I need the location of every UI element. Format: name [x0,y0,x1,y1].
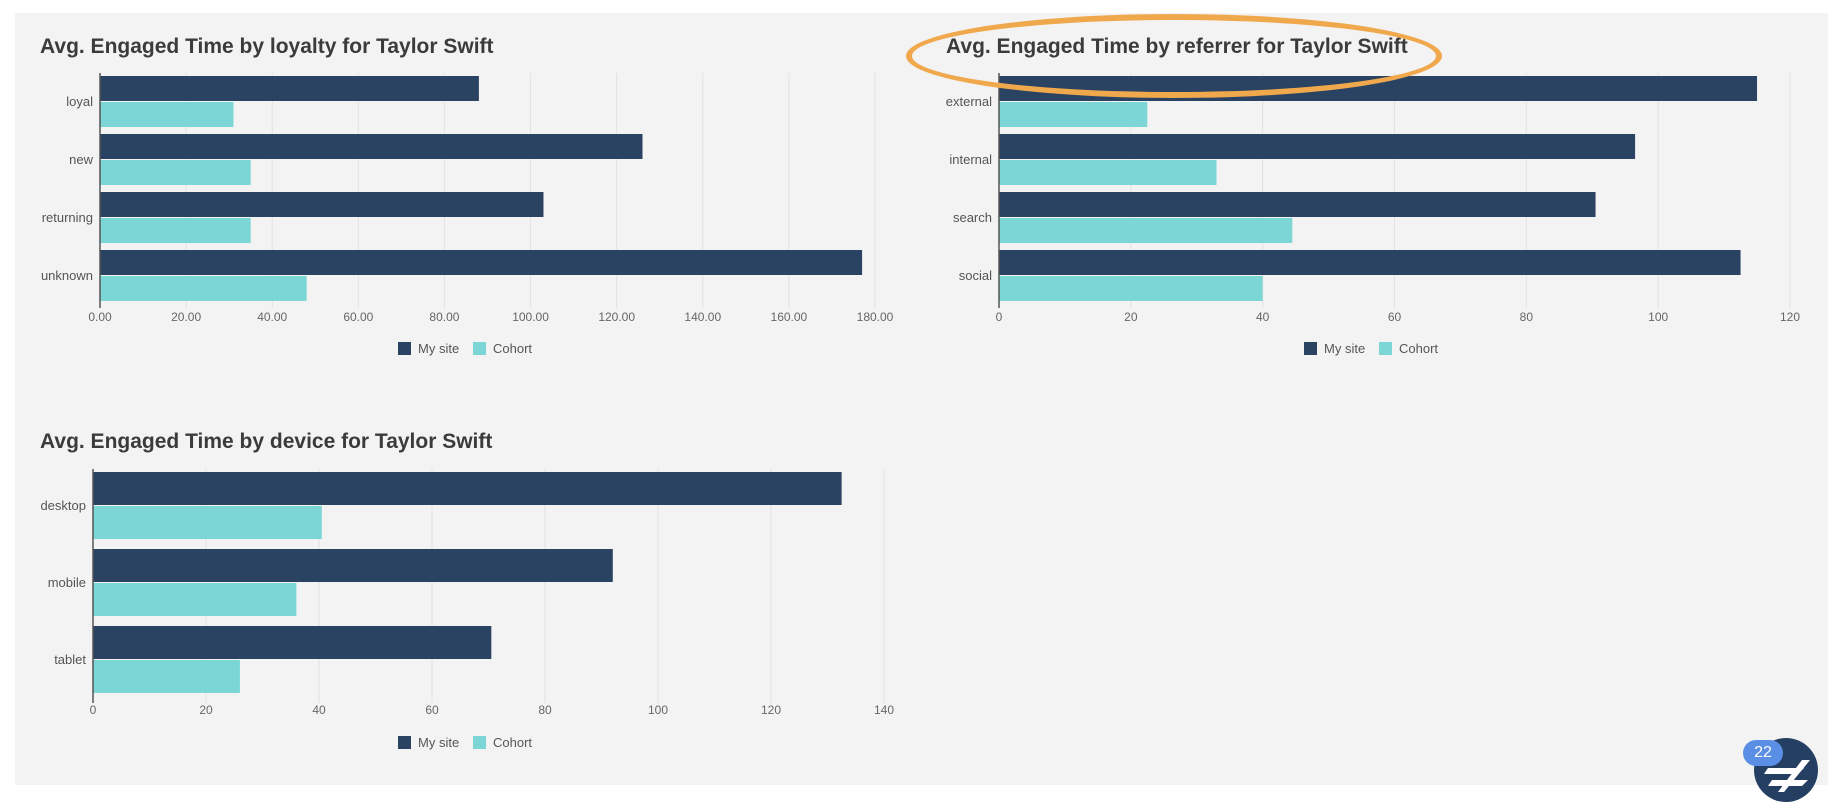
legend-swatch-mysite [398,342,411,355]
legend-label-mysite: My site [418,735,459,750]
x-tick-label: 20.00 [171,310,201,324]
bar-cohort [100,276,307,301]
bar-mysite [100,192,544,217]
legend-swatch-mysite [1304,342,1317,355]
x-tick-label: 80 [538,703,552,717]
bar-cohort [93,506,322,539]
category-label: tablet [54,652,86,667]
category-label: returning [42,210,93,225]
chart-title: Avg. Engaged Time by loyalty for Taylor … [40,35,494,58]
x-tick-label: 100 [648,703,668,717]
legend-label-mysite: My site [418,341,459,356]
category-label: desktop [40,498,86,513]
bar-mysite [999,250,1741,275]
x-tick-label: 0.00 [88,310,112,324]
category-label: internal [949,152,992,167]
x-tick-label: 0 [996,310,1003,324]
x-tick-label: 40 [312,703,326,717]
bar-mysite [999,134,1636,159]
x-tick-label: 40 [1256,310,1270,324]
bar-mysite [93,626,492,659]
category-label: search [953,210,992,225]
x-tick-label: 180.00 [857,310,894,324]
x-tick-label: 140 [874,703,894,717]
bar-cohort [100,102,234,127]
bar-mysite [100,250,863,275]
category-label: loyal [66,94,93,109]
bar-mysite [93,549,613,582]
category-label: external [946,94,992,109]
x-tick-label: 0 [90,703,97,717]
bar-cohort [999,218,1293,243]
chart-title: Avg. Engaged Time by device for Taylor S… [40,430,492,453]
x-tick-label: 60.00 [343,310,373,324]
bar-mysite [999,192,1596,217]
legend-label-cohort: Cohort [493,735,532,750]
bar-mysite [100,134,643,159]
x-tick-label: 160.00 [771,310,808,324]
category-label: social [959,268,992,283]
bar-cohort [999,102,1148,127]
category-label: new [69,152,93,167]
bar-mysite [93,472,842,505]
x-tick-label: 100 [1648,310,1668,324]
x-tick-label: 20 [199,703,213,717]
x-tick-label: 120 [761,703,781,717]
legend-swatch-cohort [473,342,486,355]
highlight-annotation-oval [906,14,1442,98]
category-label: mobile [48,575,86,590]
legend-label-cohort: Cohort [493,341,532,356]
bar-cohort [100,160,251,185]
x-tick-label: 120 [1780,310,1800,324]
category-label: unknown [41,268,93,283]
bar-cohort [93,660,240,693]
legend-label-mysite: My site [1324,341,1365,356]
x-tick-label: 40.00 [257,310,287,324]
x-tick-label: 60 [425,703,439,717]
legend-swatch-mysite [398,736,411,749]
x-tick-label: 100.00 [512,310,549,324]
x-tick-label: 60 [1388,310,1402,324]
bar-cohort [93,583,297,616]
bar-cohort [999,276,1263,301]
legend-swatch-cohort [1379,342,1392,355]
x-tick-label: 80.00 [429,310,459,324]
x-tick-label: 20 [1124,310,1138,324]
x-tick-label: 80 [1520,310,1534,324]
legend-swatch-cohort [473,736,486,749]
brand-logo-icon[interactable] [1754,738,1818,802]
legend-label-cohort: Cohort [1399,341,1438,356]
x-tick-label: 140.00 [684,310,721,324]
bar-mysite [100,76,479,101]
bar-cohort [999,160,1217,185]
bar-cohort [100,218,251,243]
page-number-badge: 22 [1743,740,1783,766]
x-tick-label: 120.00 [598,310,635,324]
